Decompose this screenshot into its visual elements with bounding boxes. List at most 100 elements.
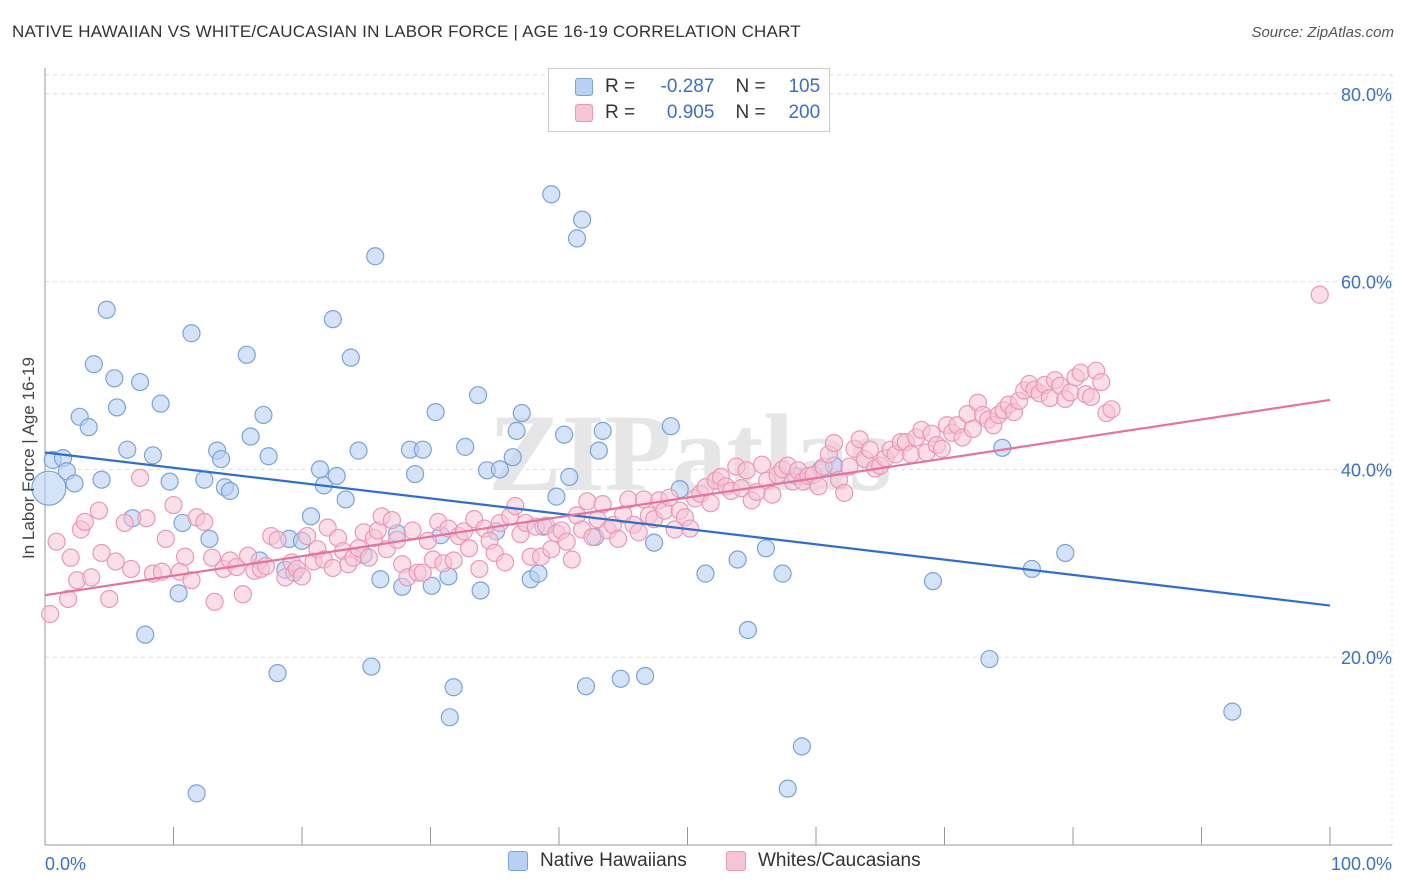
white-caucasian-point — [840, 457, 859, 476]
native-hawaiian-point — [728, 550, 747, 569]
native-hawaiian-point — [65, 474, 84, 493]
white-caucasian-point — [195, 512, 214, 532]
white-caucasian-point — [1092, 372, 1111, 392]
native-hawaiian-point — [738, 620, 757, 640]
white-caucasian-point — [542, 540, 561, 559]
native-hawaiian-point — [107, 398, 127, 417]
bottom-legend-native-hawaiians: Native Hawaiians — [508, 850, 687, 872]
bottom-legend-swatch-blue — [508, 851, 528, 871]
bottom-legend: Native Hawaiians Whites/Caucasians — [0, 850, 1406, 878]
white-caucasian-point — [75, 512, 94, 532]
native-hawaiian-point — [254, 405, 273, 425]
y-tick-label: 20.0% — [1341, 648, 1392, 668]
white-caucasian-point — [292, 567, 312, 586]
white-caucasian-point — [752, 455, 772, 474]
white-caucasian-point — [562, 550, 581, 569]
white-caucasian-point — [470, 559, 489, 579]
source-label: Source: ZipAtlas.com — [1251, 24, 1394, 41]
native-hawaiian-point — [426, 403, 445, 422]
native-hawaiian-point — [362, 657, 381, 676]
white-caucasian-point — [1061, 383, 1080, 402]
native-hawaiian-point — [169, 584, 188, 603]
white-caucasian-point — [1081, 387, 1101, 407]
native-hawaiian-point — [593, 421, 612, 440]
white-caucasian-point — [1310, 285, 1329, 304]
white-caucasian-point — [609, 529, 628, 548]
white-caucasian-point — [809, 477, 828, 496]
white-caucasian-point — [495, 553, 515, 572]
white-caucasian-point — [932, 439, 952, 458]
native-hawaiian-point — [349, 441, 368, 460]
white-caucasian-point — [835, 483, 854, 502]
native-hawaiian-point — [555, 425, 574, 444]
native-hawaiian-point — [503, 448, 522, 467]
native-hawaiian-point — [773, 564, 792, 583]
native-hawaiian-point — [547, 487, 566, 506]
white-caucasian-points — [41, 285, 1329, 624]
white-caucasian-point — [202, 548, 222, 567]
white-caucasian-point — [860, 440, 880, 459]
native-hawaiian-point — [611, 669, 630, 688]
native-hawaiian-point — [589, 441, 608, 460]
legend-row-native-hawaiians: R = -0.287 N = 105 — [549, 74, 820, 100]
native-hawaiian-point — [366, 247, 385, 266]
white-caucasian-point — [629, 523, 648, 542]
native-hawaiian-point — [182, 324, 201, 343]
white-caucasian-point — [130, 468, 150, 487]
native-hawaiian-point — [456, 437, 475, 456]
native-hawaiian-point — [542, 185, 561, 204]
native-hawaiian-point — [778, 779, 797, 798]
native-hawaiian-point — [241, 427, 260, 446]
native-hawaiian-point — [195, 470, 214, 489]
native-hawaiian-point — [661, 417, 680, 436]
white-caucasian-point — [61, 548, 80, 567]
native-hawaiian-point — [268, 664, 287, 683]
native-hawaiian-point — [130, 372, 150, 392]
native-hawaiian-point — [341, 348, 360, 367]
bottom-legend-label: Native Hawaiians — [540, 850, 687, 871]
native-hawaiian-point — [31, 470, 67, 506]
white-caucasian-point — [205, 592, 224, 611]
native-hawaiian-point — [1223, 702, 1242, 721]
native-hawaiian-point — [336, 490, 355, 509]
native-hawaiian-point — [151, 394, 170, 413]
trend-lines — [44, 398, 1331, 607]
native-hawaiian-point — [635, 666, 655, 686]
grid-lines — [45, 74, 1393, 845]
white-caucasian-point — [578, 492, 597, 511]
native-hawaiian-point — [444, 678, 463, 697]
native-hawaiian-point — [136, 625, 155, 644]
native-hawaiian-point — [405, 464, 425, 484]
white-caucasian-point — [233, 585, 252, 604]
y-axis-label: In Labor Force | Age 16-19 — [19, 357, 38, 559]
y-tick-label: 60.0% — [1341, 273, 1392, 293]
native-hawaiian-point — [220, 481, 240, 501]
white-caucasian-point — [175, 547, 195, 566]
legend-n-value: 200 — [788, 102, 821, 123]
bottom-legend-label: Whites/Caucasians — [758, 850, 921, 871]
native-hawaiian-point — [471, 581, 490, 600]
white-caucasian-point — [1102, 400, 1121, 419]
white-caucasian-trend-line — [44, 398, 1331, 597]
white-caucasian-point — [763, 485, 782, 504]
white-caucasian-point — [156, 529, 175, 548]
white-caucasian-point — [100, 589, 119, 609]
legend-r-value: -0.287 — [660, 76, 715, 97]
white-caucasian-point — [737, 461, 756, 480]
native-hawaiian-point — [79, 418, 98, 437]
native-hawaiian-point — [512, 403, 531, 423]
white-caucasian-point — [459, 539, 479, 558]
white-caucasian-point — [323, 558, 342, 578]
legend-n-value: 105 — [788, 76, 821, 97]
native-hawaiian-point — [644, 533, 664, 552]
native-hawaiian-point — [422, 576, 441, 595]
white-caucasian-point — [89, 501, 109, 520]
native-hawaiian-point — [923, 572, 943, 591]
native-hawaiian-point — [323, 310, 342, 329]
white-caucasian-point — [583, 527, 602, 547]
white-caucasian-point — [557, 532, 576, 551]
native-hawaiian-point — [327, 466, 346, 486]
native-hawaiian-point — [529, 564, 548, 583]
native-hawaiian-point — [980, 649, 999, 669]
